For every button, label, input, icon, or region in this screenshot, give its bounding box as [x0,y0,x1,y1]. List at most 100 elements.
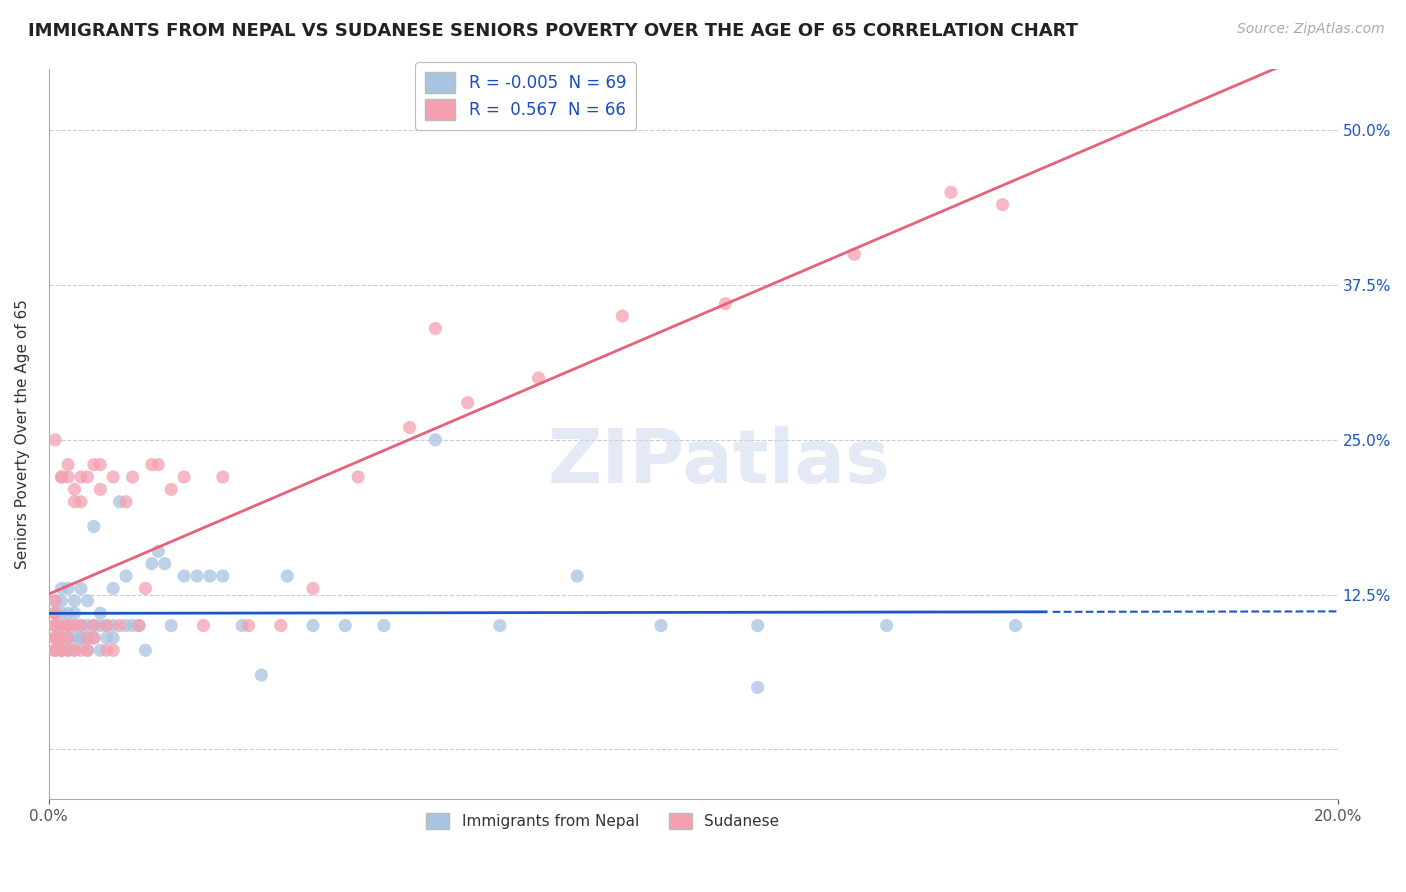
Point [51,618,73,632]
Point [44,631,66,645]
Point [160,483,183,497]
Point [714,296,737,310]
Point [103,470,125,484]
Point [89,643,111,657]
Point [173,470,195,484]
Point [70,643,93,657]
Point [56,618,79,632]
Point [83,631,105,645]
Point [44,433,66,447]
Point [70,495,93,509]
Point [425,321,447,335]
Point [103,643,125,657]
Point [347,470,370,484]
Point [63,631,86,645]
Point [51,470,73,484]
Point [56,643,79,657]
Point [991,197,1014,211]
Text: IMMIGRANTS FROM NEPAL VS SUDANESE SENIORS POVERTY OVER THE AGE OF 65 CORRELATION: IMMIGRANTS FROM NEPAL VS SUDANESE SENIOR… [28,22,1078,40]
Point [56,631,79,645]
Text: Source: ZipAtlas.com: Source: ZipAtlas.com [1237,22,1385,37]
Point [96,618,118,632]
Point [76,643,98,657]
Point [56,631,79,645]
Point [44,631,66,645]
Point [211,470,233,484]
Point [650,618,672,632]
Point [44,643,66,657]
Point [70,582,93,596]
Point [83,519,105,533]
Point [457,395,479,409]
Point [56,458,79,472]
Point [186,569,208,583]
Point [134,582,156,596]
Point [141,557,163,571]
Point [302,582,325,596]
Point [63,495,86,509]
Point [231,618,253,632]
Point [108,618,131,632]
Point [56,606,79,620]
Point [76,470,98,484]
Point [89,483,111,497]
Point [63,618,86,632]
Point [70,631,93,645]
Legend: Immigrants from Nepal, Sudanese: Immigrants from Nepal, Sudanese [420,806,786,835]
Point [115,569,138,583]
Point [96,618,118,632]
Point [51,643,73,657]
Point [89,458,111,472]
Point [44,606,66,620]
Point [83,631,105,645]
Point [148,458,170,472]
Point [70,618,93,632]
Point [63,643,86,657]
Point [939,186,962,200]
Point [44,594,66,608]
Point [128,618,150,632]
Point [115,618,138,632]
Y-axis label: Seniors Poverty Over the Age of 65: Seniors Poverty Over the Age of 65 [15,299,30,568]
Point [103,582,125,596]
Point [335,618,357,632]
Point [238,618,260,632]
Point [612,309,634,323]
Point [44,643,66,657]
Point [44,618,66,632]
Point [44,643,66,657]
Point [527,371,550,385]
Point [51,618,73,632]
Point [193,618,215,632]
Point [250,668,273,682]
Point [567,569,589,583]
Point [70,631,93,645]
Point [51,643,73,657]
Point [56,470,79,484]
Point [121,470,143,484]
Point [121,618,143,632]
Point [70,470,93,484]
Point [51,470,73,484]
Point [70,618,93,632]
Point [51,631,73,645]
Point [44,631,66,645]
Point [276,569,298,583]
Point [76,631,98,645]
Point [96,643,118,657]
Point [425,433,447,447]
Point [489,618,512,632]
Point [844,247,866,261]
Point [44,618,66,632]
Point [63,594,86,608]
Point [103,618,125,632]
Point [83,618,105,632]
Point [76,618,98,632]
Text: ZIPatlas: ZIPatlas [548,426,890,500]
Point [153,557,176,571]
Point [51,582,73,596]
Point [270,618,292,632]
Point [115,495,138,509]
Point [89,618,111,632]
Point [51,643,73,657]
